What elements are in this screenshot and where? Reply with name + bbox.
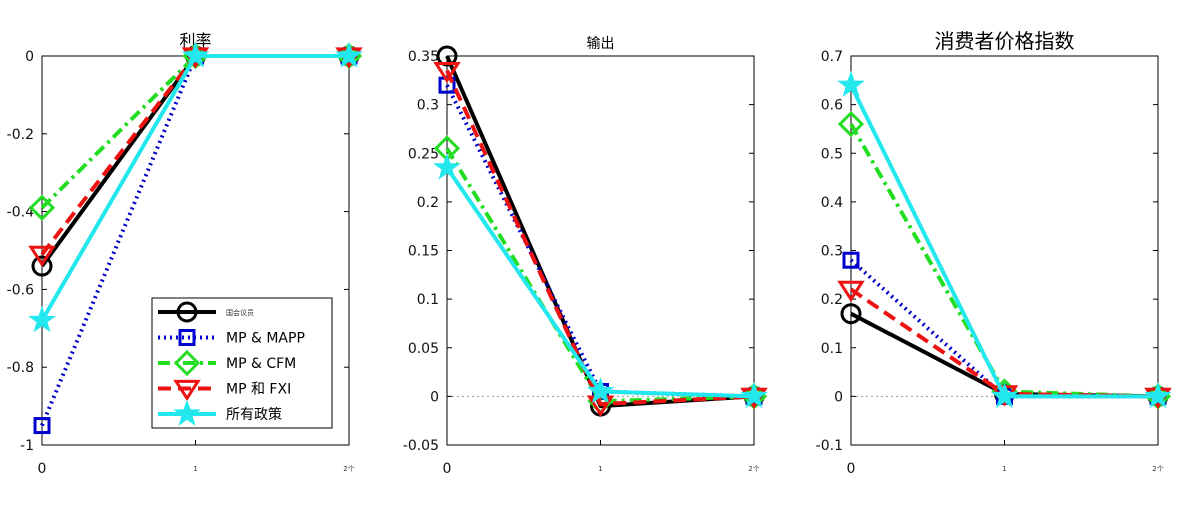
marker-point-1	[181, 41, 210, 68]
series-line	[40, 54, 349, 210]
legend-entry-5: 所有政策	[158, 399, 282, 426]
y-tick-label: 0.25	[408, 146, 439, 162]
y-tick-label: -0.05	[403, 438, 439, 454]
series-line	[445, 55, 755, 409]
legend-entry-1: 国会议员	[158, 301, 254, 323]
legend-label: MP 和 FXI	[226, 382, 291, 398]
series-line	[40, 54, 349, 268]
marker-point-0	[33, 417, 51, 435]
marker-point-0	[840, 303, 862, 325]
legend-entry-2: MP & MAPP	[158, 329, 305, 347]
y-tick-label: 0	[25, 49, 34, 65]
series-3	[28, 42, 363, 221]
legend-entry-3: MP & CFM	[158, 349, 296, 377]
y-tick-label: -0.6	[7, 282, 34, 298]
x-tick-label: 1	[193, 465, 197, 473]
series-line	[40, 54, 349, 256]
series-3	[837, 110, 1172, 410]
marker-legend-3	[173, 379, 201, 402]
marker-legend-1	[178, 329, 196, 346]
x-tick-label: 0	[847, 461, 856, 477]
series-line	[445, 147, 755, 404]
series-5	[433, 153, 768, 409]
marker-point-0	[837, 280, 865, 303]
series-line	[445, 166, 755, 399]
marker-point-0	[433, 61, 461, 84]
series-1	[31, 45, 360, 277]
marker-point-0	[837, 70, 865, 97]
series-line	[849, 123, 1159, 399]
marker-point-0	[436, 45, 458, 67]
y-tick-label: 0.4	[821, 195, 843, 211]
marker-point-2	[1144, 381, 1172, 409]
series-line	[849, 258, 1158, 399]
marker-point-0	[28, 245, 56, 268]
chart-title: 消费者价格指数	[935, 29, 1075, 53]
y-tick-label: 0.05	[408, 341, 439, 357]
series-4	[28, 47, 363, 268]
series-3	[433, 135, 768, 415]
legend-label: MP & MAPP	[226, 331, 305, 347]
x-tick-label: 2个	[1152, 465, 1163, 473]
legend-label: MP & CFM	[226, 356, 296, 372]
marker-point-1	[586, 376, 615, 404]
chart-title: 利率	[179, 31, 211, 50]
marker-point-0	[28, 194, 56, 221]
series-5	[28, 41, 363, 333]
legend-label: 国会议员	[226, 308, 254, 317]
y-tick-label: 0.2	[821, 292, 843, 308]
y-tick-label: 0.1	[821, 341, 843, 357]
marker-legend-4	[173, 399, 201, 426]
marker-point-0	[433, 153, 461, 180]
marker-legend-2	[173, 349, 201, 377]
chart-title: 输出	[587, 36, 615, 52]
series-line	[40, 54, 349, 427]
series-5	[837, 70, 1172, 409]
x-tick-label: 1	[598, 465, 602, 473]
marker-point-1	[990, 381, 1019, 409]
x-tick-label: 1	[1002, 465, 1006, 473]
series-2	[438, 76, 763, 405]
y-tick-label: 0	[834, 389, 843, 405]
series-line	[849, 84, 1158, 399]
x-tick-label: 2个	[343, 465, 354, 473]
y-tick-label: -0.8	[7, 360, 34, 376]
marker-point-2	[335, 41, 363, 68]
legend: 国会议员 MP & MAPP MP & CFM MP 和 FXI 所有政策	[151, 297, 333, 429]
marker-point-0	[31, 255, 53, 277]
marker-point-2	[740, 381, 768, 409]
y-tick-label: 0.1	[417, 292, 439, 308]
y-tick-label: 0.3	[821, 244, 843, 260]
marker-point-0	[837, 110, 865, 138]
y-tick-label: -1	[20, 438, 34, 454]
series-line	[445, 84, 755, 399]
y-tick-label: -0.1	[816, 438, 843, 454]
y-tick-label: 0.35	[408, 49, 439, 65]
y-tick-label: 0.3	[417, 98, 439, 114]
legend-label: 所有政策	[226, 406, 282, 423]
series-4	[433, 61, 768, 417]
marker-point-0	[842, 251, 860, 269]
x-tick-label: 2个	[748, 465, 759, 473]
marker-point-0	[28, 305, 56, 333]
y-tick-label: 0.15	[408, 244, 439, 260]
series-1	[436, 45, 765, 417]
y-tick-label: -0.2	[7, 127, 34, 143]
x-tick-label: 0	[443, 461, 452, 477]
y-tick-label: 0.5	[821, 146, 843, 162]
y-tick-label: 0.2	[417, 195, 439, 211]
y-tick-label: 0.6	[821, 98, 843, 114]
x-tick-label: 0	[38, 461, 47, 477]
marker-legend-0	[176, 301, 198, 323]
y-tick-label: -0.4	[7, 205, 34, 221]
y-tick-label: 0.7	[821, 49, 843, 65]
series-line	[445, 69, 755, 407]
legend-entry-4: MP 和 FXI	[158, 379, 291, 402]
series-line	[40, 54, 349, 322]
y-tick-label: 0	[430, 389, 439, 405]
